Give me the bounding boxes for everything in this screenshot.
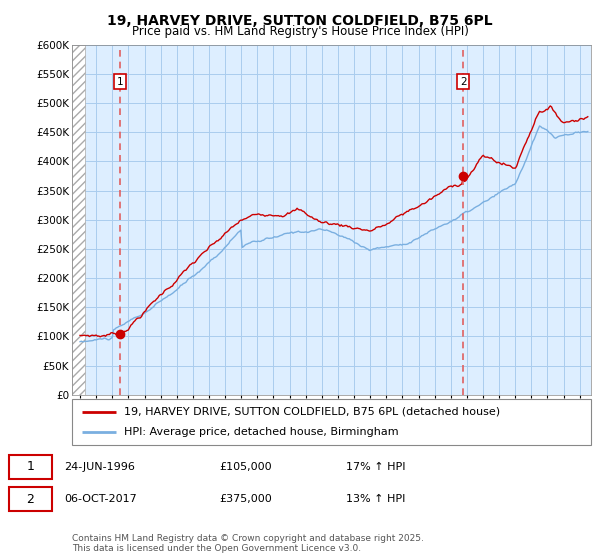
- Text: 1: 1: [26, 460, 34, 473]
- Text: £105,000: £105,000: [220, 462, 272, 472]
- Text: 17% ↑ HPI: 17% ↑ HPI: [346, 462, 406, 472]
- Polygon shape: [72, 45, 85, 395]
- FancyBboxPatch shape: [9, 455, 52, 479]
- FancyBboxPatch shape: [9, 487, 52, 511]
- Text: 2: 2: [460, 77, 466, 87]
- Text: 1: 1: [117, 77, 124, 87]
- Text: 24-JUN-1996: 24-JUN-1996: [64, 462, 135, 472]
- Text: 19, HARVEY DRIVE, SUTTON COLDFIELD, B75 6PL (detached house): 19, HARVEY DRIVE, SUTTON COLDFIELD, B75 …: [124, 407, 500, 417]
- Text: 06-OCT-2017: 06-OCT-2017: [64, 494, 137, 504]
- FancyBboxPatch shape: [72, 399, 591, 445]
- Polygon shape: [72, 45, 85, 395]
- Text: HPI: Average price, detached house, Birmingham: HPI: Average price, detached house, Birm…: [124, 427, 398, 437]
- Text: 19, HARVEY DRIVE, SUTTON COLDFIELD, B75 6PL: 19, HARVEY DRIVE, SUTTON COLDFIELD, B75 …: [107, 14, 493, 28]
- Text: Contains HM Land Registry data © Crown copyright and database right 2025.
This d: Contains HM Land Registry data © Crown c…: [72, 534, 424, 553]
- Text: 13% ↑ HPI: 13% ↑ HPI: [346, 494, 406, 504]
- Text: 2: 2: [26, 493, 34, 506]
- Text: Price paid vs. HM Land Registry's House Price Index (HPI): Price paid vs. HM Land Registry's House …: [131, 25, 469, 38]
- Text: £375,000: £375,000: [220, 494, 272, 504]
